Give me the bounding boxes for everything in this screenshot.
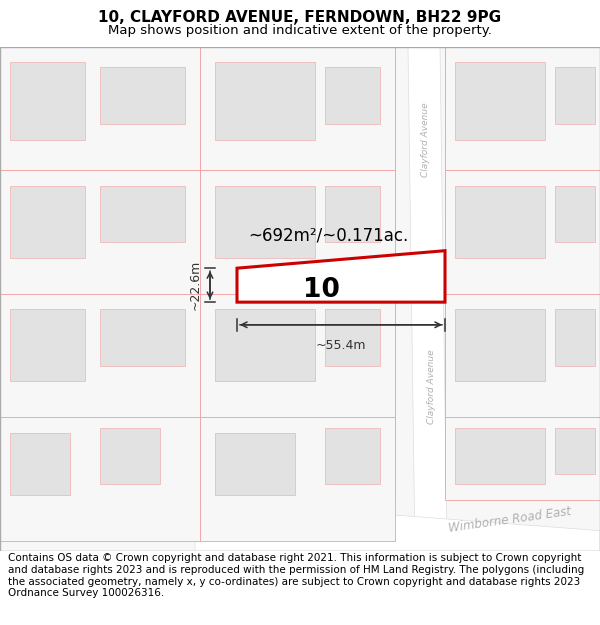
Bar xyxy=(455,309,545,381)
Text: Map shows position and indicative extent of the property.: Map shows position and indicative extent… xyxy=(108,24,492,36)
Bar xyxy=(455,62,545,139)
Bar xyxy=(325,428,380,484)
Bar xyxy=(445,418,600,500)
Bar xyxy=(325,186,380,242)
Bar xyxy=(10,309,85,381)
Bar xyxy=(455,186,545,258)
Bar xyxy=(200,294,395,418)
Text: Wimborne Road East: Wimborne Road East xyxy=(448,506,572,536)
Bar xyxy=(0,294,200,418)
Bar xyxy=(445,294,600,418)
Bar xyxy=(555,186,595,242)
Bar xyxy=(200,171,395,294)
Bar xyxy=(325,68,380,124)
Text: ~692m²/~0.171ac.: ~692m²/~0.171ac. xyxy=(248,226,408,244)
Bar xyxy=(100,68,185,124)
Text: ~22.6m: ~22.6m xyxy=(189,260,202,310)
Bar xyxy=(555,428,595,474)
Bar xyxy=(555,309,595,366)
Bar xyxy=(10,433,70,494)
Bar xyxy=(100,186,185,242)
Bar xyxy=(100,428,160,484)
Bar xyxy=(445,171,600,294)
Bar xyxy=(100,309,185,366)
Text: 10, CLAYFORD AVENUE, FERNDOWN, BH22 9PG: 10, CLAYFORD AVENUE, FERNDOWN, BH22 9PG xyxy=(98,10,502,25)
Polygon shape xyxy=(195,500,600,551)
Bar xyxy=(0,47,200,171)
Bar xyxy=(215,309,315,381)
Bar xyxy=(445,47,600,171)
Text: ~55.4m: ~55.4m xyxy=(316,339,366,352)
Bar xyxy=(200,47,395,171)
Bar xyxy=(200,418,395,541)
Bar xyxy=(215,433,295,494)
Bar xyxy=(455,428,545,484)
Text: Clayford Avenue: Clayford Avenue xyxy=(421,102,431,177)
Bar xyxy=(325,309,380,366)
Text: Clayford Avenue: Clayford Avenue xyxy=(427,349,437,424)
Bar xyxy=(0,171,200,294)
Bar xyxy=(555,68,595,124)
Polygon shape xyxy=(408,47,447,551)
Bar xyxy=(215,186,315,258)
Text: 10: 10 xyxy=(302,278,340,303)
Text: Contains OS data © Crown copyright and database right 2021. This information is : Contains OS data © Crown copyright and d… xyxy=(8,554,584,598)
Bar xyxy=(10,186,85,258)
Bar xyxy=(0,418,200,541)
Bar xyxy=(10,62,85,139)
Polygon shape xyxy=(237,251,445,302)
Bar xyxy=(215,62,315,139)
